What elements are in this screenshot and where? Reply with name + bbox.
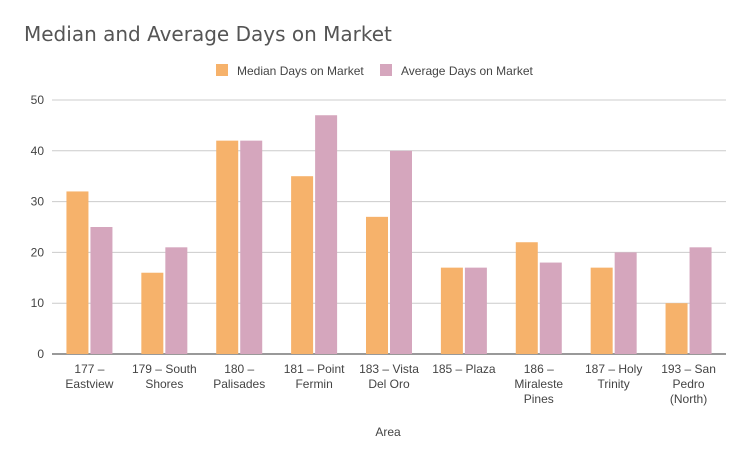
x-tick-label: 181 – Point Fermin xyxy=(284,362,345,391)
bar-median xyxy=(590,267,613,354)
bar-average xyxy=(315,115,338,355)
bar-average xyxy=(390,150,412,354)
y-tick-label: 10 xyxy=(31,296,45,310)
bar-median xyxy=(440,267,463,354)
x-tick-label: 187 – Holy Trinity xyxy=(585,362,642,391)
x-tick-label: 179 – South Shores xyxy=(132,362,197,391)
bar-average xyxy=(689,247,712,354)
bar-average xyxy=(614,252,637,354)
x-tick-label: 177 – Eastview xyxy=(65,362,113,391)
bar-median xyxy=(665,303,688,354)
x-tick-label: 185 – Plaza xyxy=(432,362,496,376)
y-tick-label: 30 xyxy=(31,195,45,209)
bar-median xyxy=(515,242,538,354)
chart-title: Median and Average Days on Market xyxy=(24,22,392,46)
bar-average xyxy=(165,247,188,354)
bar-median xyxy=(291,176,314,354)
y-tick-label: 50 xyxy=(31,93,45,107)
bar-median xyxy=(216,140,239,354)
legend-label: Average Days on Market xyxy=(401,64,534,78)
bar-average xyxy=(90,227,113,354)
bar-average xyxy=(464,267,487,354)
legend-swatch xyxy=(380,64,392,76)
bar-average xyxy=(539,262,562,354)
bar-median xyxy=(366,216,388,354)
y-tick-label: 0 xyxy=(37,347,44,361)
y-tick-label: 20 xyxy=(31,245,45,259)
bar-median xyxy=(141,272,164,354)
x-axis-title: Area xyxy=(375,425,401,439)
legend-swatch xyxy=(216,64,228,76)
y-tick-label: 40 xyxy=(31,144,45,158)
bar-average xyxy=(240,140,263,354)
bar-median xyxy=(66,191,89,354)
x-tick-label: 180 – Palisades xyxy=(213,362,265,391)
x-tick-label: 193 – San Pedro (North) xyxy=(661,362,716,406)
x-tick-label: 183 – Vista Del Oro xyxy=(359,362,419,391)
legend-label: Median Days on Market xyxy=(237,64,364,78)
x-tick-label: 186 – Miraleste Pines xyxy=(514,362,563,406)
